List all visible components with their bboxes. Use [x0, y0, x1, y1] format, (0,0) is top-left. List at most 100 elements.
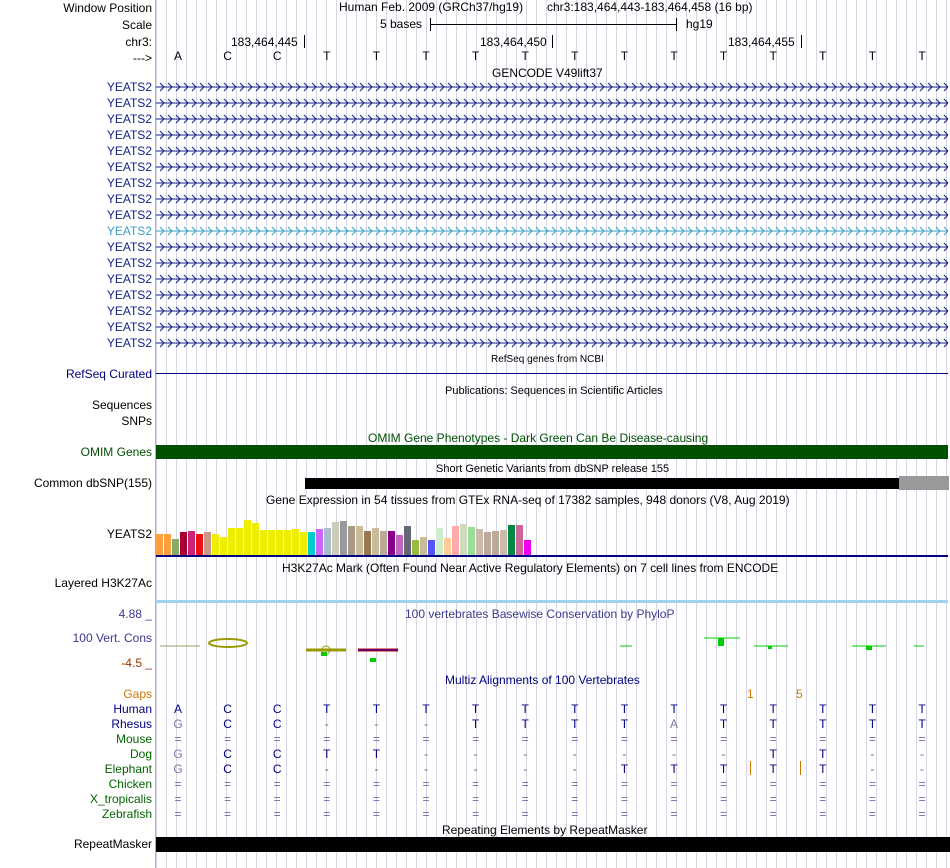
gencode-transcript-label[interactable]: YEATS2: [106, 320, 152, 334]
gtex-tissue-bar[interactable]: [404, 526, 411, 555]
gtex-tissue-bar[interactable]: [348, 526, 355, 555]
gtex-tissue-bar[interactable]: [484, 532, 491, 555]
gtex-tissue-bar[interactable]: [372, 528, 379, 555]
gencode-transcript-line[interactable]: [156, 96, 948, 110]
gtex-tissue-bar[interactable]: [196, 534, 203, 555]
gencode-transcript-label[interactable]: YEATS2: [106, 272, 152, 286]
gencode-transcript-label[interactable]: YEATS2: [106, 176, 152, 190]
phylop-conservation-plot[interactable]: [156, 630, 950, 662]
gtex-tissue-bar[interactable]: [476, 529, 483, 555]
omim-feature-bar[interactable]: [156, 445, 948, 459]
gencode-transcript-label[interactable]: YEATS2: [106, 304, 152, 318]
repeatmasker-element-bar[interactable]: [156, 837, 950, 852]
gencode-transcript-line[interactable]: [156, 80, 948, 94]
gtex-tissue-bar[interactable]: [468, 527, 475, 555]
gencode-transcript-label[interactable]: YEATS2: [106, 160, 152, 174]
gencode-transcript-line[interactable]: [156, 240, 948, 254]
gtex-tissue-bar[interactable]: [452, 526, 459, 555]
gtex-tissue-bar[interactable]: [428, 540, 435, 555]
gtex-tissue-bar[interactable]: [284, 530, 291, 555]
gtex-tissue-bar[interactable]: [324, 528, 331, 555]
gencode-transcript-line[interactable]: [156, 176, 948, 190]
gtex-tissue-bar[interactable]: [500, 530, 507, 555]
gencode-transcript-line[interactable]: [156, 256, 948, 270]
gaps-label[interactable]: Gaps: [123, 687, 152, 701]
gtex-tissue-bar[interactable]: [204, 532, 211, 555]
gtex-tissue-bar[interactable]: [516, 525, 523, 555]
gtex-tissue-bar[interactable]: [508, 525, 515, 555]
gtex-tissue-bar[interactable]: [364, 531, 371, 555]
gencode-transcript-label[interactable]: YEATS2: [106, 208, 152, 222]
gtex-tissue-bar[interactable]: [156, 534, 163, 555]
publications-label-sequences[interactable]: Sequences: [91, 398, 152, 412]
gtex-label[interactable]: YEATS2: [106, 527, 152, 541]
gtex-tissue-bar[interactable]: [252, 523, 259, 555]
multiz-species-label[interactable]: Rhesus: [111, 717, 152, 731]
gtex-tissue-bar[interactable]: [260, 530, 267, 555]
gtex-tissue-bar[interactable]: [492, 531, 499, 555]
omim-label[interactable]: OMIM Genes: [80, 445, 152, 459]
gtex-tissue-bar[interactable]: [436, 528, 443, 555]
gtex-tissue-bar[interactable]: [244, 520, 251, 555]
gencode-transcript-line[interactable]: [156, 112, 948, 126]
gencode-transcript-line[interactable]: [156, 304, 948, 318]
gtex-tissue-bar[interactable]: [292, 529, 299, 555]
dbsnp-variant-bar-gray[interactable]: [899, 476, 949, 490]
multiz-species-label[interactable]: Zebrafish: [101, 807, 152, 821]
multiz-species-label[interactable]: Mouse: [115, 732, 152, 746]
gtex-tissue-bar[interactable]: [268, 530, 275, 555]
gtex-tissue-bar[interactable]: [172, 539, 179, 555]
gtex-tissue-bar[interactable]: [340, 521, 347, 555]
cons-label[interactable]: 100 Vert. Cons: [72, 631, 152, 645]
refseq-gene-line[interactable]: [156, 373, 948, 374]
gtex-tissue-bar[interactable]: [276, 530, 283, 555]
gtex-tissue-bar[interactable]: [316, 529, 323, 555]
gtex-tissue-bar[interactable]: [460, 524, 467, 555]
gencode-transcript-label[interactable]: YEATS2: [106, 192, 152, 206]
repeatmasker-label[interactable]: RepeatMasker: [73, 837, 152, 851]
gtex-tissue-bar[interactable]: [212, 534, 219, 555]
gtex-bar-chart[interactable]: [156, 507, 536, 555]
gencode-transcript-label[interactable]: YEATS2: [106, 240, 152, 254]
multiz-species-label[interactable]: Human: [113, 702, 152, 716]
gtex-tissue-bar[interactable]: [300, 532, 307, 555]
gencode-transcript-line[interactable]: [156, 192, 948, 206]
gtex-tissue-bar[interactable]: [220, 537, 227, 555]
gencode-transcript-label[interactable]: YEATS2: [106, 144, 152, 158]
h3k27ac-signal[interactable]: [156, 600, 948, 603]
gencode-transcript-line[interactable]: [156, 160, 948, 174]
multiz-species-label[interactable]: X_tropicalis: [89, 792, 152, 806]
gencode-transcript-line[interactable]: [156, 128, 948, 142]
gtex-tissue-bar[interactable]: [188, 531, 195, 555]
gtex-tissue-bar[interactable]: [332, 522, 339, 555]
gtex-tissue-bar[interactable]: [180, 532, 187, 555]
gencode-transcript-label[interactable]: YEATS2: [106, 336, 152, 350]
gencode-transcript-line[interactable]: [156, 336, 948, 350]
multiz-species-label[interactable]: Chicken: [108, 777, 152, 791]
gencode-transcript-label[interactable]: YEATS2: [106, 128, 152, 142]
gtex-tissue-bar[interactable]: [236, 528, 243, 555]
gencode-transcript-label[interactable]: YEATS2: [106, 288, 152, 302]
gtex-tissue-bar[interactable]: [388, 531, 395, 555]
gtex-tissue-bar[interactable]: [164, 534, 171, 555]
gencode-transcript-line[interactable]: [156, 272, 948, 286]
refseq-label[interactable]: RefSeq Curated: [65, 367, 152, 381]
gtex-tissue-bar[interactable]: [308, 532, 315, 555]
publications-label-snps[interactable]: SNPs: [121, 414, 152, 428]
gencode-transcript-line[interactable]: [156, 288, 948, 302]
gencode-transcript-label[interactable]: YEATS2: [106, 112, 152, 126]
gtex-tissue-bar[interactable]: [356, 526, 363, 555]
gencode-transcript-line[interactable]: [156, 144, 948, 158]
gtex-tissue-bar[interactable]: [420, 537, 427, 555]
multiz-species-label[interactable]: Elephant: [104, 762, 152, 776]
gencode-transcript-label[interactable]: YEATS2: [106, 96, 152, 110]
gtex-tissue-bar[interactable]: [228, 528, 235, 555]
dbsnp-variant-bar[interactable]: [305, 478, 899, 489]
gtex-tissue-bar[interactable]: [396, 535, 403, 555]
gtex-tissue-bar[interactable]: [524, 540, 531, 555]
gencode-transcript-line[interactable]: [156, 208, 948, 222]
multiz-species-label[interactable]: Dog: [129, 747, 152, 761]
gencode-transcript-label[interactable]: YEATS2: [106, 80, 152, 94]
gtex-tissue-bar[interactable]: [444, 538, 451, 555]
gencode-transcript-label[interactable]: YEATS2: [106, 224, 152, 238]
